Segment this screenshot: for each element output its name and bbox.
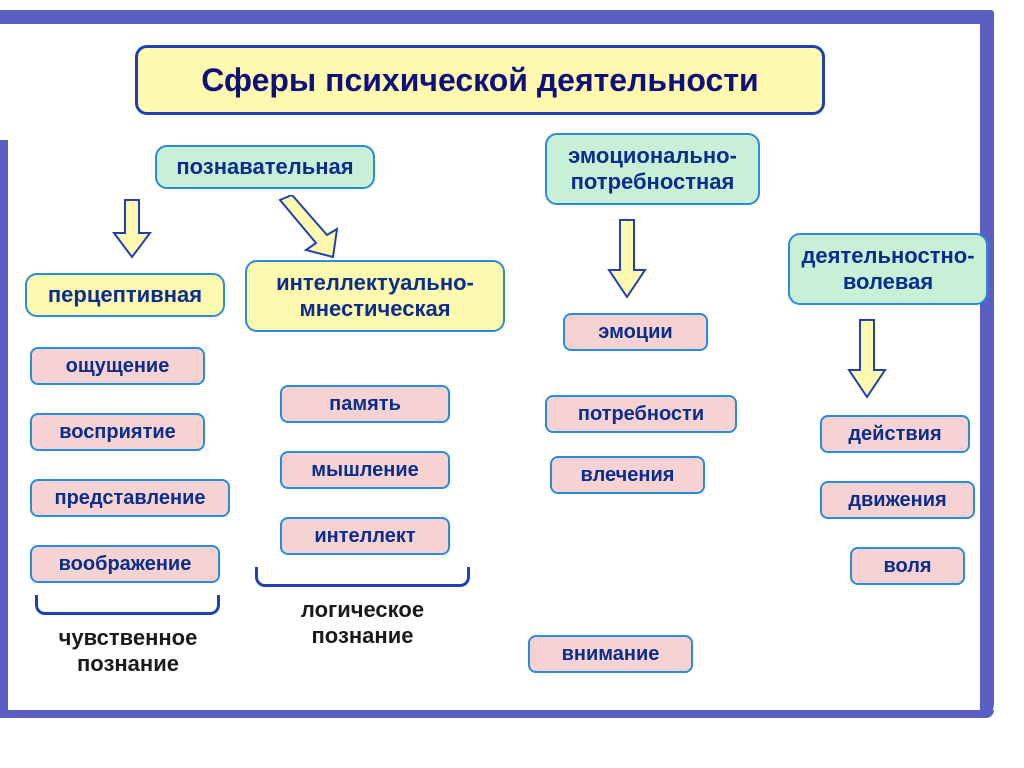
movements-box: движения <box>820 481 975 519</box>
emotional-box: эмоционально-потребностная <box>545 133 760 205</box>
arrow-cognitive-intellectual <box>270 195 360 265</box>
arrow-cognitive-perceptive <box>100 195 160 265</box>
perception-box: восприятие <box>30 413 205 451</box>
attention-box: внимание <box>528 635 693 673</box>
frame-right <box>980 10 994 718</box>
needs-box: потребности <box>545 395 737 433</box>
title-box: Сферы психической деятельности <box>135 45 825 115</box>
perception-label: восприятие <box>59 421 176 444</box>
representation-label: представление <box>55 487 206 510</box>
frame-left <box>0 140 8 718</box>
movements-label: движения <box>848 489 946 512</box>
frame-bottom <box>0 710 994 718</box>
cognitive-box: познавательная <box>155 145 375 189</box>
frame-top <box>0 10 994 24</box>
memory-box: память <box>280 385 450 423</box>
emotional-label: эмоционально-потребностная <box>557 143 748 195</box>
intellectual-label: интеллектуально-мнестическая <box>257 270 493 322</box>
imagination-box: воображение <box>30 545 220 583</box>
sensory-label: чувственное познание <box>28 625 228 677</box>
drives-label: влечения <box>581 464 675 487</box>
needs-label: потребности <box>578 403 704 426</box>
actions-label: действия <box>848 423 941 446</box>
sensation-label: ощущение <box>66 355 170 378</box>
intellectual-box: интеллектуально-мнестическая <box>245 260 505 332</box>
actions-box: действия <box>820 415 970 453</box>
sensation-box: ощущение <box>30 347 205 385</box>
emotions-box: эмоции <box>563 313 708 351</box>
intellect-box: интеллект <box>280 517 450 555</box>
drives-box: влечения <box>550 456 705 494</box>
thinking-box: мышление <box>280 451 450 489</box>
bracket-logical <box>255 567 470 587</box>
arrow-emotional <box>595 215 655 305</box>
perceptive-label: перцептивная <box>48 282 202 308</box>
attention-label: внимание <box>562 643 660 666</box>
intellect-label: интеллект <box>314 525 415 548</box>
title-text: Сферы психической деятельности <box>201 62 758 99</box>
emotions-label: эмоции <box>598 321 672 344</box>
logical-label: логическое познание <box>255 597 470 649</box>
will-box: воля <box>850 547 965 585</box>
perceptive-box: перцептивная <box>25 273 225 317</box>
cognitive-label: познавательная <box>176 154 353 180</box>
activity-label: деятельностно-волевая <box>800 243 976 295</box>
activity-box: деятельностно-волевая <box>788 233 988 305</box>
memory-label: память <box>329 393 401 416</box>
thinking-label: мышление <box>311 459 419 482</box>
arrow-activity <box>835 315 895 405</box>
bracket-sensory <box>35 595 220 615</box>
will-label: воля <box>883 555 931 578</box>
representation-box: представление <box>30 479 230 517</box>
imagination-label: воображение <box>59 553 192 576</box>
